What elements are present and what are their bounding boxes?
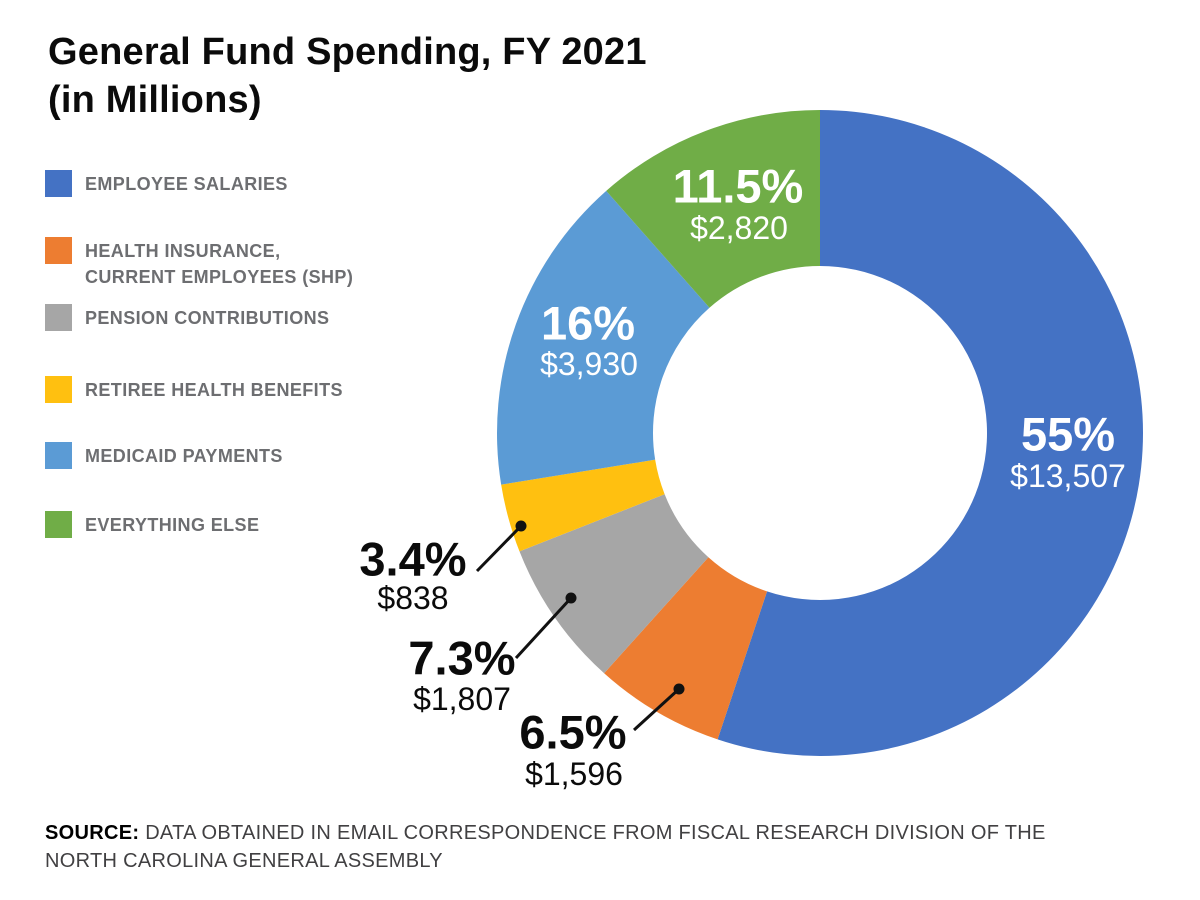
legend-label-employee-salaries: EMPLOYEE SALARIES (85, 174, 288, 194)
chart-title: General Fund Spending, FY 2021 (in Milli… (48, 28, 647, 124)
value-label-everything-else: $2,820 (690, 210, 788, 246)
source-text1: DATA OBTAINED IN EMAIL CORRESPONDENCE FR… (145, 822, 1046, 844)
leader-dot-health-insurance-current-employees-shp (673, 683, 685, 695)
source-prefix: SOURCE: (45, 822, 140, 844)
pct-label-employee-salaries: 55% (1021, 408, 1115, 461)
slice-employee-salaries (717, 110, 1144, 757)
pct-label-everything-else: 11.5% (673, 160, 804, 213)
legend-swatch-retiree-health-benefits (45, 376, 72, 403)
source-note: SOURCE: DATA OBTAINED IN EMAIL CORRESPON… (45, 819, 1175, 875)
slice-health-insurance-current-employees-shp (604, 557, 768, 740)
leader-dot-retiree-health-benefits (515, 520, 527, 532)
legend-swatch-health-insurance-current-employees-shp (45, 237, 72, 264)
slice-medicaid-payments (497, 190, 710, 485)
legend-label-pension-contributions: PENSION CONTRIBUTIONS (85, 308, 330, 328)
legend-item-medicaid-payments: MEDICAID PAYMENTS (45, 442, 283, 469)
chart-title-line2: (in Millions) (48, 79, 262, 121)
value-label-health-insurance-current-employees-shp: $1,596 (525, 756, 623, 792)
legend-swatch-employee-salaries (45, 170, 72, 197)
pct-label-retiree-health-benefits: 3.4% (359, 533, 466, 586)
leader-line-retiree-health-benefits (475, 524, 523, 573)
legend-label-medicaid-payments: MEDICAID PAYMENTS (85, 446, 283, 466)
slice-everything-else (606, 110, 820, 308)
legend-swatch-medicaid-payments (45, 442, 72, 469)
legend-label-retiree-health-benefits: RETIREE HEALTH BENEFITS (85, 380, 343, 400)
legend-item-health-insurance-current-employees-shp: HEALTH INSURANCE, CURRENT EMPLOYEES (SHP… (45, 237, 353, 290)
source-line1: SOURCE: DATA OBTAINED IN EMAIL CORRESPON… (45, 819, 1175, 847)
legend-item-retiree-health-benefits: RETIREE HEALTH BENEFITS (45, 376, 343, 403)
chart-title-line1: General Fund Spending, FY 2021 (48, 31, 647, 73)
legend-item-pension-contributions: PENSION CONTRIBUTIONS (45, 304, 329, 331)
pct-label-pension-contributions: 7.3% (408, 632, 515, 685)
legend-swatch-everything-else (45, 511, 72, 538)
value-label-medicaid-payments: $3,930 (540, 346, 638, 382)
leader-line-health-insurance-current-employees-shp (632, 687, 681, 732)
value-label-employee-salaries: $13,507 (1010, 458, 1126, 494)
slice-retiree-health-benefits (501, 459, 665, 552)
value-label-retiree-health-benefits: $838 (377, 580, 448, 616)
legend-label-health-insurance-current-employees-shp: HEALTH INSURANCE, CURRENT EMPLOYEES (SHP… (85, 241, 354, 287)
legend-item-employee-salaries: EMPLOYEE SALARIES (45, 170, 288, 197)
pct-label-medicaid-payments: 16% (541, 297, 635, 350)
value-label-pension-contributions: $1,807 (413, 681, 511, 717)
source-line2: NORTH CAROLINA GENERAL ASSEMBLY (45, 850, 443, 872)
leader-dot-pension-contributions (565, 592, 577, 604)
leader-line-pension-contributions (514, 596, 573, 660)
slice-pension-contributions (519, 494, 709, 674)
legend-label-everything-else: EVERYTHING ELSE (85, 515, 260, 535)
legend-swatch-pension-contributions (45, 304, 72, 331)
legend-item-everything-else: EVERYTHING ELSE (45, 511, 259, 538)
pct-label-health-insurance-current-employees-shp: 6.5% (519, 706, 626, 759)
